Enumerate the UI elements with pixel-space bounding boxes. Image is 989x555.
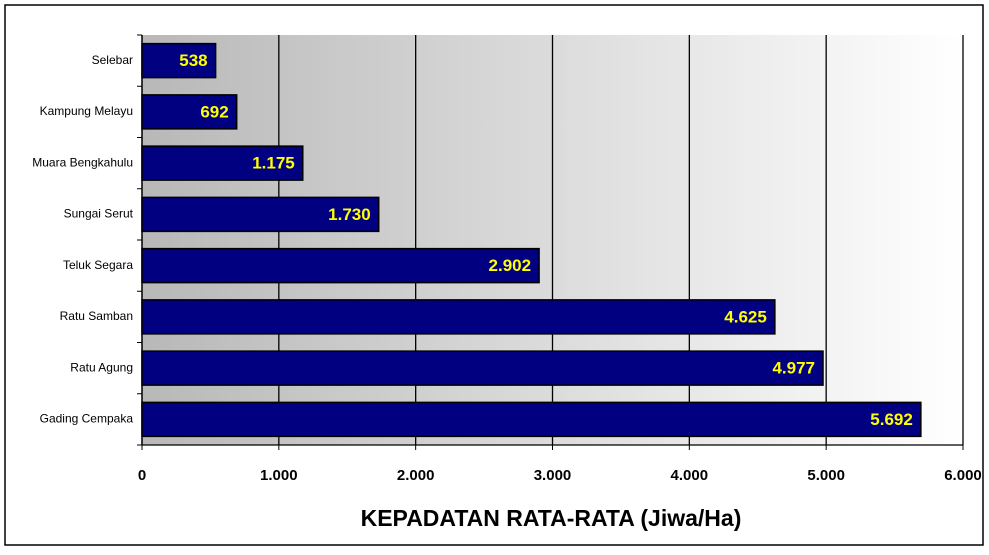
y-tick-label: Ratu Samban — [60, 309, 133, 323]
x-tick-label: 0 — [138, 467, 146, 484]
y-tick-label: Kampung Melayu — [40, 104, 133, 118]
x-tick-label: 3.000 — [534, 467, 572, 484]
x-tick-label: 4.000 — [671, 467, 709, 484]
bar — [141, 401, 922, 438]
y-tick-label: Gading Cempaka — [40, 412, 134, 426]
data-label: 1.175 — [252, 154, 295, 173]
y-tick-label: Teluk Segara — [63, 258, 133, 272]
bar — [141, 42, 217, 79]
x-tick-label: 2.000 — [397, 467, 435, 484]
data-label: 1.730 — [328, 205, 371, 224]
y-tick-label: Selebar — [92, 53, 133, 67]
data-label: 538 — [179, 51, 207, 70]
data-label: 5.692 — [870, 410, 913, 429]
bar — [141, 145, 304, 181]
data-label: 4.977 — [772, 359, 815, 378]
y-tick-label: Sungai Serut — [64, 207, 134, 221]
x-tick-label: 1.000 — [260, 467, 298, 484]
y-tick-label: Ratu Agung — [70, 360, 133, 374]
x-axis-title: KEPADATAN RATA-RATA (Jiwa/Ha) — [361, 505, 742, 531]
bar — [141, 196, 380, 233]
x-tick-label: 6.000 — [944, 467, 982, 484]
data-label: 2.902 — [489, 256, 532, 275]
data-label: 692 — [200, 102, 228, 121]
x-tick-label: 5.000 — [807, 467, 845, 484]
bar — [141, 94, 238, 130]
bar — [141, 299, 776, 335]
data-label: 4.625 — [724, 307, 767, 326]
bar — [141, 247, 540, 284]
bar — [141, 350, 824, 386]
y-tick-label: Muara Bengkahulu — [32, 155, 133, 169]
